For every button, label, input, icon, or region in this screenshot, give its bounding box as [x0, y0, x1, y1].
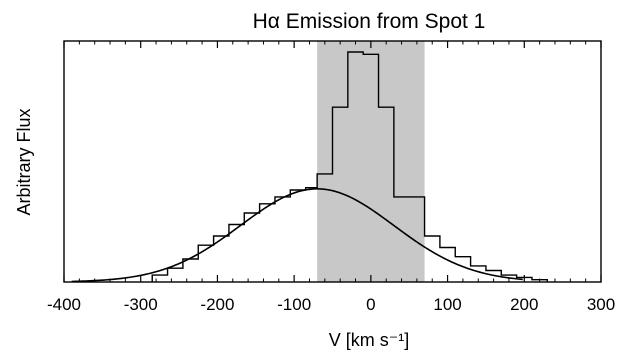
fit-curve [71, 188, 523, 283]
y-axis-label: Arbitrary Flux [14, 108, 34, 215]
x-tick-label: 200 [510, 295, 538, 314]
plot-area [63, 40, 602, 283]
histogram-series [151, 51, 548, 282]
chart-title: Hα Emission from Spot 1 [253, 10, 486, 33]
x-tick-label: -300 [124, 295, 158, 314]
x-tick-label: -400 [47, 295, 81, 314]
plot-frame [63, 40, 602, 283]
x-tick-label: -200 [200, 295, 234, 314]
x-tick-label: 100 [433, 295, 461, 314]
x-tick-label: 0 [366, 295, 375, 314]
shaded-band [317, 41, 425, 282]
x-tick-label: -100 [277, 295, 311, 314]
x-tick-label: 300 [587, 295, 615, 314]
x-axis-label: V [km s⁻¹] [329, 330, 410, 350]
x-axis: -400 -300 -200 -100 0 100 200 300 [47, 41, 615, 314]
